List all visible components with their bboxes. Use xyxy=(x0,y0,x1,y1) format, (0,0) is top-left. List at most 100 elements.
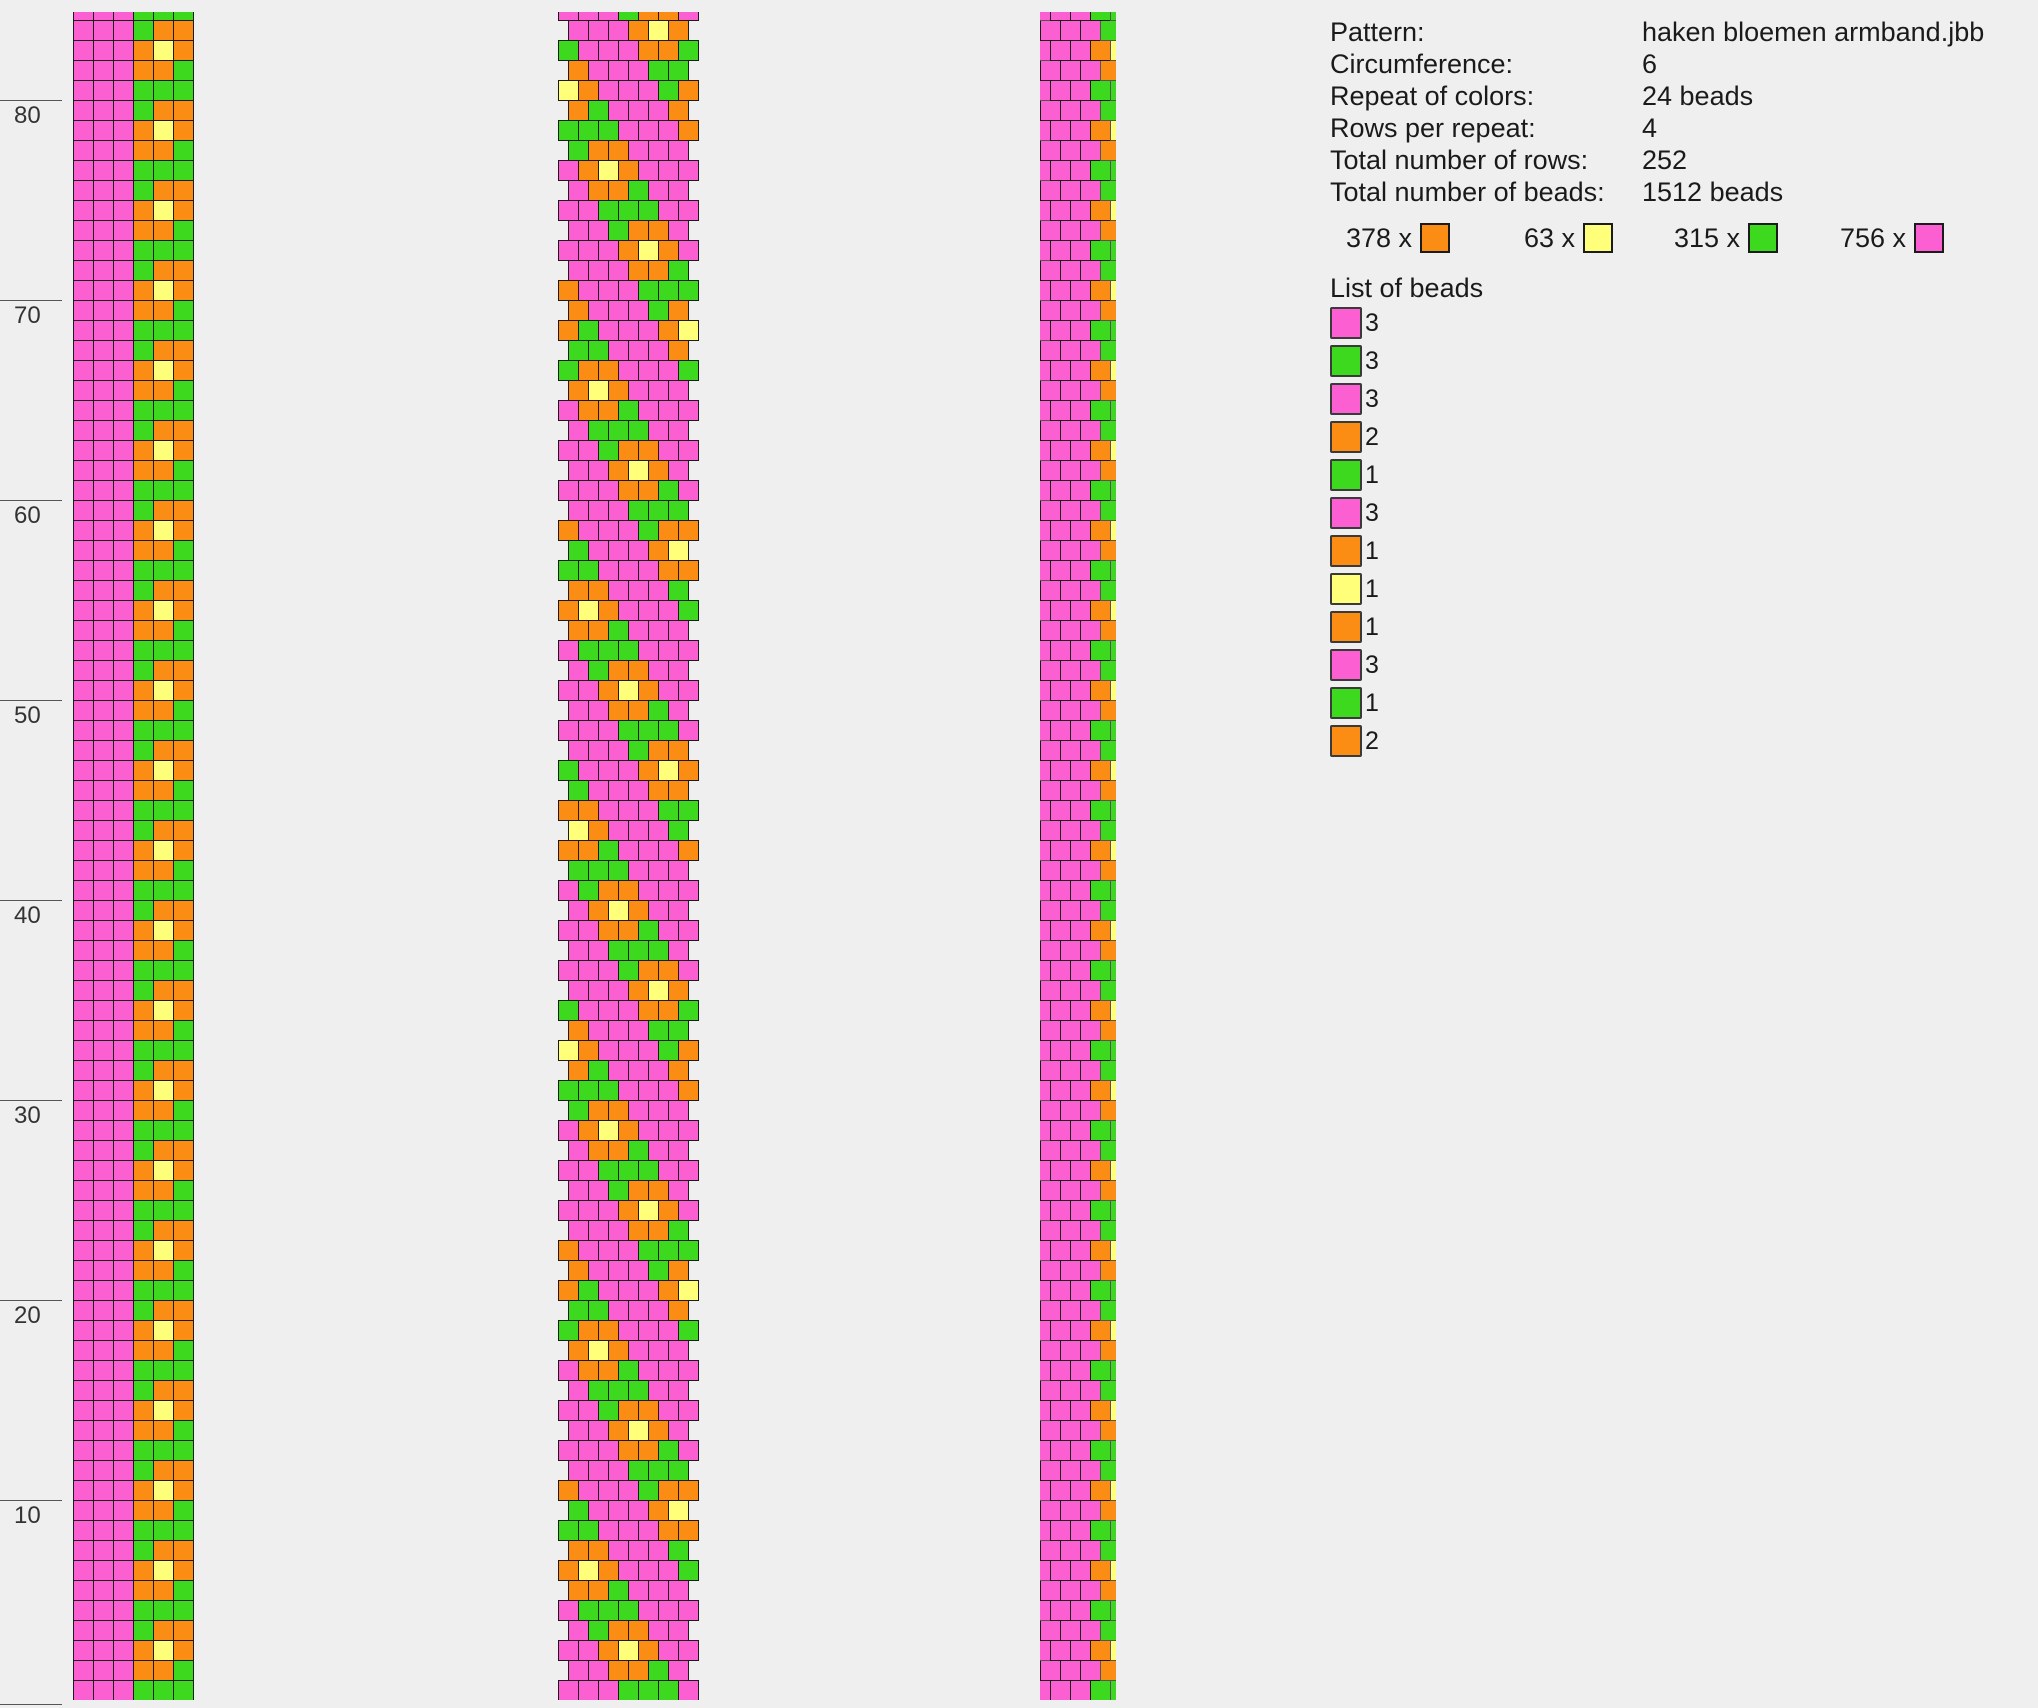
bead xyxy=(568,20,589,41)
corrected-view[interactable] xyxy=(558,12,702,1700)
bead xyxy=(618,520,639,541)
bead xyxy=(1090,360,1111,381)
bead xyxy=(1050,1640,1071,1661)
bead xyxy=(638,12,659,21)
bead xyxy=(173,1100,194,1121)
bead xyxy=(173,1460,194,1481)
bead xyxy=(153,1100,174,1121)
bead xyxy=(173,820,194,841)
bead xyxy=(588,1660,609,1681)
bead xyxy=(1080,1260,1101,1281)
bead xyxy=(1060,140,1081,161)
yellow-swatch xyxy=(1583,223,1614,253)
bead xyxy=(1070,880,1091,901)
bead xyxy=(608,1020,629,1041)
bead xyxy=(1110,840,1116,861)
bead xyxy=(1090,1600,1111,1621)
bead xyxy=(638,880,659,901)
bead xyxy=(1060,380,1081,401)
bead xyxy=(113,920,134,941)
bead xyxy=(113,1120,134,1141)
bead xyxy=(658,720,679,741)
bead xyxy=(73,160,94,181)
bead xyxy=(1080,540,1101,561)
bead xyxy=(73,40,94,61)
bead xyxy=(153,840,174,861)
bead xyxy=(588,860,609,881)
bead xyxy=(113,740,134,761)
bead xyxy=(113,280,134,301)
bead xyxy=(588,780,609,801)
bead xyxy=(133,760,154,781)
orange-swatch xyxy=(1330,421,1362,453)
bead xyxy=(598,560,619,581)
bead xyxy=(578,1400,599,1421)
bead xyxy=(598,880,619,901)
bead xyxy=(568,1180,589,1201)
bead xyxy=(1050,760,1071,781)
bead xyxy=(598,1640,619,1661)
bead xyxy=(558,360,579,381)
bead xyxy=(1090,240,1111,261)
bead xyxy=(1060,1300,1081,1321)
bead xyxy=(558,840,579,861)
bead xyxy=(173,660,194,681)
bead xyxy=(113,1440,134,1461)
bead xyxy=(648,860,669,881)
bead xyxy=(73,1420,94,1441)
bead-list-count: 3 xyxy=(1365,346,1379,375)
bead xyxy=(93,1180,114,1201)
bead xyxy=(1050,1120,1071,1141)
bead xyxy=(668,1300,689,1321)
bead xyxy=(1060,1020,1081,1041)
bead xyxy=(113,260,134,281)
bead xyxy=(558,1120,579,1141)
bead xyxy=(658,120,679,141)
bead xyxy=(1100,620,1116,641)
bead xyxy=(678,120,699,141)
bead xyxy=(1090,760,1111,781)
bead xyxy=(608,660,629,681)
bead xyxy=(1110,200,1116,221)
bead xyxy=(1090,1040,1111,1061)
bead xyxy=(1070,1320,1091,1341)
bead xyxy=(1090,560,1111,581)
bead xyxy=(153,680,174,701)
simulation-view[interactable] xyxy=(1040,12,1116,1700)
bead xyxy=(73,220,94,241)
bead xyxy=(568,100,589,121)
bead xyxy=(1080,260,1101,281)
bead xyxy=(1040,460,1061,481)
bead xyxy=(638,1440,659,1461)
bead xyxy=(73,420,94,441)
bead xyxy=(93,860,114,881)
bead xyxy=(113,600,134,621)
bead xyxy=(618,960,639,981)
bead xyxy=(1060,860,1081,881)
bead xyxy=(598,960,619,981)
bead xyxy=(173,760,194,781)
bead xyxy=(1080,380,1101,401)
bead xyxy=(638,40,659,61)
bead xyxy=(1080,1620,1101,1641)
bead xyxy=(678,960,699,981)
bead xyxy=(93,380,114,401)
bead xyxy=(1050,40,1071,61)
bead xyxy=(173,1220,194,1241)
bead xyxy=(1060,940,1081,961)
bead xyxy=(598,1400,619,1421)
bead xyxy=(153,480,174,501)
bead xyxy=(1110,320,1116,341)
bead xyxy=(1080,980,1101,1001)
bead xyxy=(153,400,174,421)
bead xyxy=(133,580,154,601)
bead xyxy=(173,1640,194,1661)
bead xyxy=(1040,1580,1061,1601)
draft-view[interactable] xyxy=(73,12,197,1700)
bead xyxy=(588,380,609,401)
bead xyxy=(638,720,659,741)
bead xyxy=(93,1680,114,1700)
bead xyxy=(173,900,194,921)
bead xyxy=(93,1280,114,1301)
bead xyxy=(1060,740,1081,761)
